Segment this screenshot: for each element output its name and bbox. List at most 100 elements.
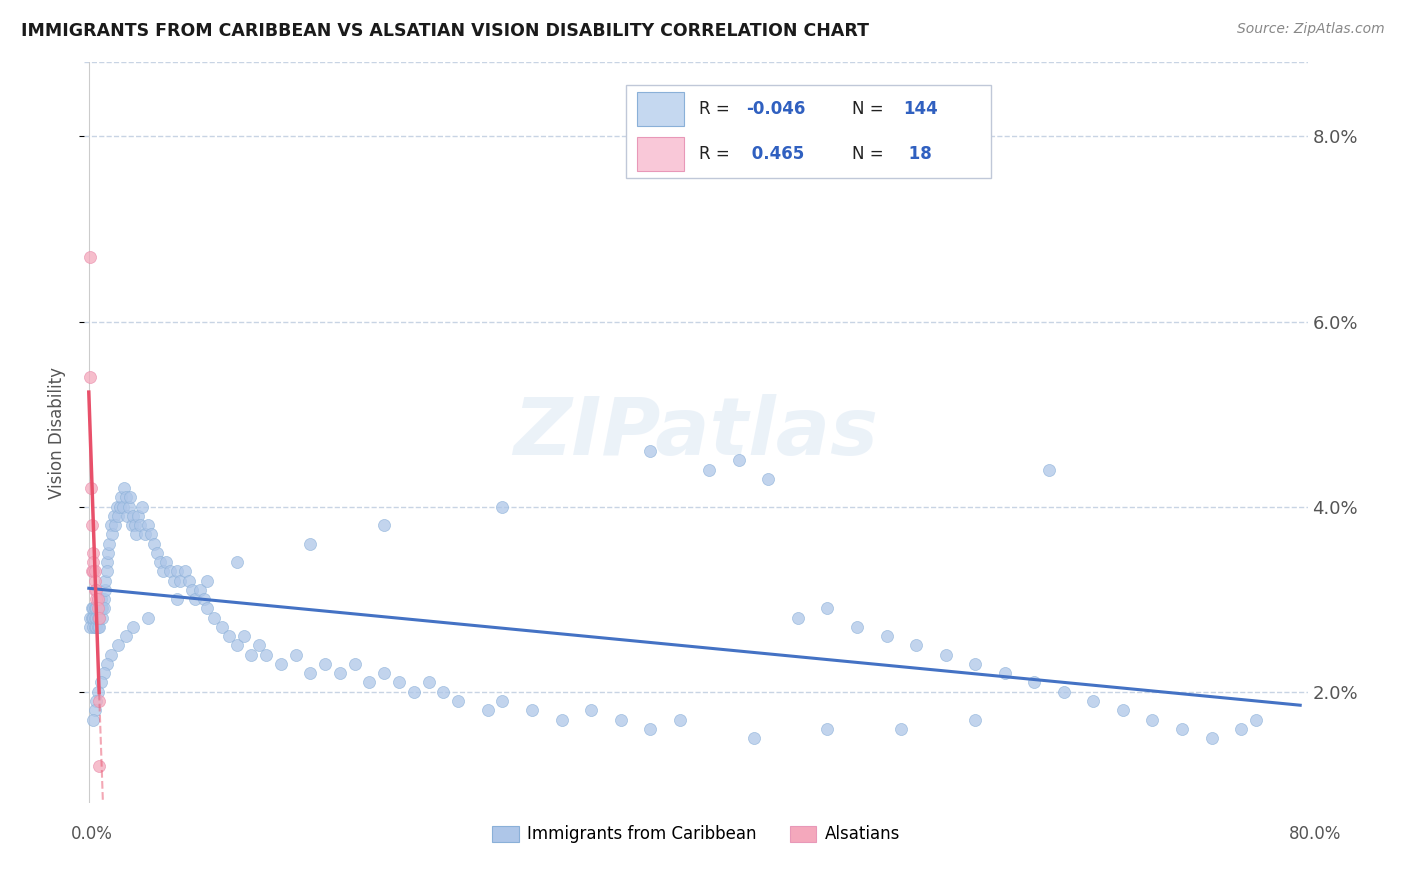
Point: [727, 453, 749, 467]
Point: [418, 675, 440, 690]
Point: [965, 657, 987, 671]
Point: [890, 722, 912, 736]
Point: [965, 713, 987, 727]
Point: [1112, 703, 1135, 717]
Point: [254, 648, 277, 662]
Point: [550, 713, 572, 727]
Point: [79, 250, 101, 264]
Point: [80, 610, 103, 624]
Point: [90, 592, 112, 607]
Point: [359, 675, 381, 690]
Point: [142, 536, 165, 550]
Point: [1053, 685, 1076, 699]
Point: [93, 666, 115, 681]
Point: [94, 574, 117, 588]
Point: [149, 555, 172, 569]
Point: [96, 657, 118, 671]
Point: [139, 527, 162, 541]
Text: 144: 144: [904, 100, 938, 118]
Point: [86, 592, 108, 607]
Point: [84, 694, 107, 708]
Point: [82, 610, 104, 624]
Point: [84, 582, 107, 597]
Point: [82, 601, 104, 615]
Point: [787, 610, 810, 624]
Point: [173, 565, 195, 579]
Point: [91, 601, 114, 615]
Point: [89, 620, 111, 634]
Text: 0.465: 0.465: [747, 145, 804, 163]
Point: [82, 620, 104, 634]
Point: [105, 500, 128, 514]
Point: [84, 620, 107, 634]
Point: [638, 722, 661, 736]
Point: [299, 666, 322, 681]
Point: [155, 555, 177, 569]
Point: [491, 500, 513, 514]
Point: [80, 518, 103, 533]
Point: [136, 610, 159, 624]
Point: [179, 574, 201, 588]
Point: [97, 546, 120, 560]
Point: [86, 685, 108, 699]
Point: [181, 582, 204, 597]
Point: [579, 703, 602, 717]
Point: [202, 610, 225, 624]
Point: [1142, 713, 1164, 727]
Point: [697, 462, 720, 476]
Point: [108, 500, 131, 514]
Point: [373, 666, 395, 681]
Point: [195, 574, 218, 588]
Point: [166, 565, 188, 579]
Point: [169, 574, 191, 588]
Text: Source: ZipAtlas.com: Source: ZipAtlas.com: [1237, 22, 1385, 37]
Point: [83, 620, 105, 634]
Point: [270, 657, 292, 671]
Point: [218, 629, 240, 643]
Text: 18: 18: [904, 145, 932, 163]
Point: [89, 694, 111, 708]
Point: [1201, 731, 1223, 745]
Point: [125, 527, 148, 541]
Point: [89, 758, 111, 772]
Point: [846, 620, 869, 634]
Point: [82, 713, 104, 727]
Point: [905, 639, 928, 653]
Point: [121, 518, 143, 533]
Point: [225, 555, 247, 569]
Point: [83, 610, 105, 624]
Point: [373, 518, 395, 533]
Point: [82, 546, 104, 560]
Point: [184, 592, 207, 607]
Text: R =: R =: [699, 100, 735, 118]
Point: [668, 713, 690, 727]
Point: [477, 703, 499, 717]
Point: [432, 685, 454, 699]
Point: [817, 722, 839, 736]
Point: [163, 574, 186, 588]
FancyBboxPatch shape: [626, 85, 991, 178]
Point: [100, 648, 122, 662]
Point: [756, 472, 779, 486]
Point: [91, 610, 114, 624]
Text: 0.0%: 0.0%: [70, 825, 112, 843]
Point: [110, 491, 132, 505]
Point: [114, 629, 136, 643]
Point: [90, 675, 112, 690]
Point: [86, 601, 108, 615]
Point: [83, 601, 105, 615]
Point: [1083, 694, 1105, 708]
Point: [90, 601, 112, 615]
Point: [994, 666, 1017, 681]
Point: [84, 592, 107, 607]
Point: [104, 518, 127, 533]
Point: [247, 639, 270, 653]
Text: 80.0%: 80.0%: [1288, 825, 1341, 843]
Text: ZIPatlas: ZIPatlas: [513, 393, 879, 472]
Point: [1024, 675, 1046, 690]
Point: [1230, 722, 1253, 736]
Point: [935, 648, 957, 662]
Point: [388, 675, 411, 690]
Point: [107, 508, 129, 523]
Point: [232, 629, 254, 643]
